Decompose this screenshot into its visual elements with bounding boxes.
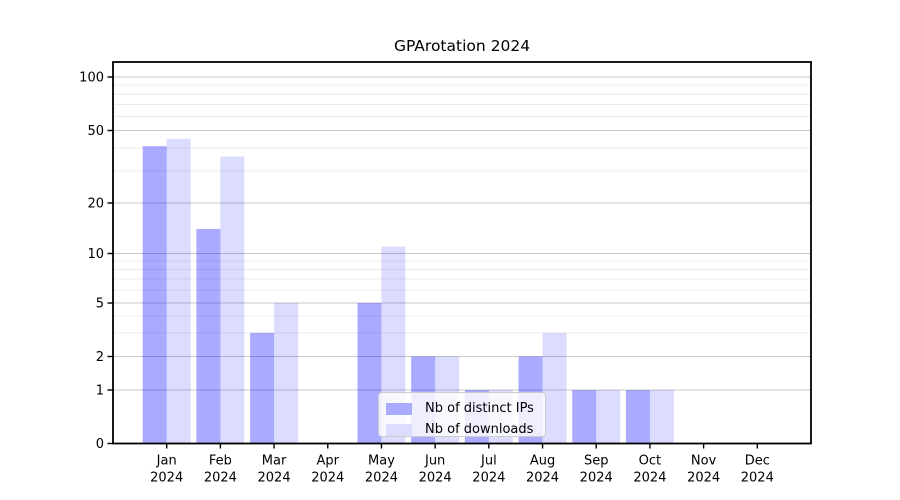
bar-downloads-aug — [542, 332, 567, 444]
chart-title: GPArotation 2024 — [393, 37, 531, 55]
bar-downloads-jan — [166, 138, 191, 444]
y-tick-label: 2 — [96, 350, 104, 365]
x-tick-label: Oct 2024 — [633, 454, 666, 486]
bar-distinct-ips-oct — [625, 390, 650, 444]
major-gridlines — [113, 76, 811, 391]
x-tick-label: Sep 2024 — [580, 454, 613, 486]
minor-gridlines — [113, 84, 811, 334]
bar-distinct-ips-sep — [572, 390, 597, 444]
bar-downloads-feb — [220, 156, 245, 444]
y-tick-label: 50 — [87, 124, 104, 139]
x-tick-label: May 2024 — [365, 454, 398, 486]
legend-label-distinct-ips: Nb of distinct IPs — [425, 401, 534, 416]
x-tick-label: Dec 2024 — [741, 454, 774, 486]
y-tick-label: 10 — [87, 247, 104, 262]
x-tick-label: Jan 2024 — [150, 454, 183, 486]
legend-label-downloads: Nb of downloads — [425, 422, 534, 437]
x-tick-label: Jun 2024 — [419, 454, 452, 486]
legend-swatch-downloads — [386, 423, 412, 436]
legend-entry-distinct-ips: Nb of distinct IPs — [386, 398, 545, 419]
bar-distinct-ips-jan — [142, 146, 167, 444]
x-tick-label: Nov 2024 — [687, 454, 720, 486]
y-tick-labels: 0 1 2 5 10 20 50 100 — [79, 71, 104, 453]
x-tick-label: Jul 2024 — [472, 454, 505, 486]
y-tick-label: 100 — [79, 71, 104, 86]
bar-downloads-mar — [274, 303, 299, 444]
x-tick-label: Aug 2024 — [526, 454, 559, 486]
legend: Nb of distinct IPs Nb of downloads — [378, 392, 546, 437]
y-tick-label: 0 — [96, 437, 104, 452]
bar-downloads-sep — [596, 390, 621, 444]
x-tick-label: Mar 2024 — [258, 454, 291, 486]
legend-swatch-distinct-ips — [386, 402, 412, 415]
x-tick-label: Feb 2024 — [204, 454, 237, 486]
bar-distinct-ips-feb — [196, 228, 221, 444]
plot-border — [112, 61, 812, 445]
y-tick-label: 5 — [96, 297, 104, 312]
bar-distinct-ips-may — [357, 303, 382, 444]
bar-downloads-oct — [649, 390, 674, 444]
axes-frame — [107, 61, 812, 449]
x-tick-label: Apr 2024 — [311, 454, 344, 486]
bar-distinct-ips-mar — [250, 332, 275, 444]
x-tick-labels: Jan 2024 Feb 2024 Mar 2024 Apr 2024 May 2024 Jun 20… — [150, 454, 774, 486]
y-tick-label: 1 — [96, 384, 104, 399]
legend-entry-downloads: Nb of downloads — [386, 419, 545, 440]
y-tick-label: 20 — [87, 197, 104, 212]
